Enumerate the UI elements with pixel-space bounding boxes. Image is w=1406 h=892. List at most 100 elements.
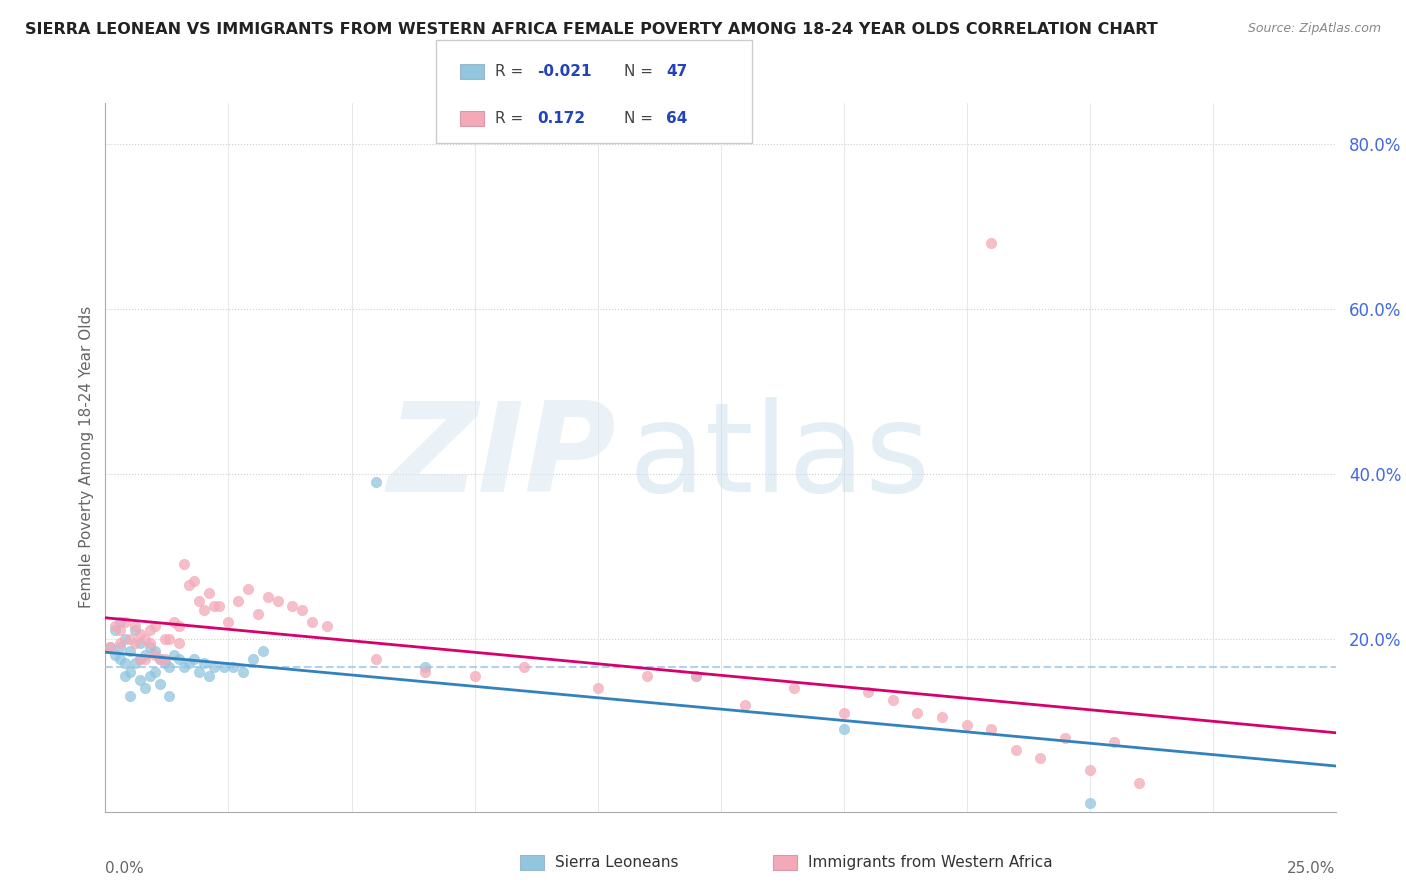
Point <box>169 652 191 666</box>
Text: atlas: atlas <box>628 397 931 517</box>
Point <box>413 660 436 674</box>
Point <box>159 660 180 674</box>
Point <box>134 681 156 695</box>
Point <box>104 648 127 662</box>
Point <box>120 644 141 658</box>
Point <box>247 607 270 621</box>
Point <box>153 632 176 646</box>
Point <box>236 582 259 596</box>
Point <box>413 665 436 679</box>
Point <box>301 615 323 629</box>
Point <box>153 652 176 666</box>
Point <box>586 681 609 695</box>
Point <box>129 673 152 687</box>
Point <box>120 632 141 646</box>
Y-axis label: Female Poverty Among 18-24 Year Olds: Female Poverty Among 18-24 Year Olds <box>79 306 94 608</box>
Point <box>1004 743 1026 757</box>
Text: Source: ZipAtlas.com: Source: ZipAtlas.com <box>1247 22 1381 36</box>
Text: R =: R = <box>495 64 529 78</box>
Text: SIERRA LEONEAN VS IMMIGRANTS FROM WESTERN AFRICA FEMALE POVERTY AMONG 18-24 YEAR: SIERRA LEONEAN VS IMMIGRANTS FROM WESTER… <box>25 22 1159 37</box>
Point <box>685 668 707 682</box>
Point <box>281 599 304 613</box>
Point <box>228 594 250 608</box>
Point <box>464 668 486 682</box>
Point <box>173 660 195 674</box>
Text: 64: 64 <box>666 112 688 126</box>
Point <box>252 644 274 658</box>
Point <box>159 690 180 704</box>
Point <box>129 652 152 666</box>
Point <box>110 640 132 654</box>
Point <box>120 665 141 679</box>
Point <box>153 657 176 671</box>
Point <box>143 648 166 662</box>
Point <box>1078 764 1101 778</box>
Point <box>783 681 806 695</box>
Point <box>1102 734 1125 748</box>
Point <box>163 615 186 629</box>
Point <box>197 668 219 682</box>
Point <box>513 660 536 674</box>
Point <box>149 652 172 666</box>
Point <box>110 615 132 629</box>
Point <box>143 619 166 633</box>
Point <box>120 690 141 704</box>
Point <box>114 615 136 629</box>
Point <box>143 665 166 679</box>
Point <box>291 603 314 617</box>
Point <box>832 723 855 737</box>
Text: N =: N = <box>624 64 658 78</box>
Point <box>193 657 215 671</box>
Text: R =: R = <box>495 112 533 126</box>
Point <box>980 723 1002 737</box>
Text: Sierra Leoneans: Sierra Leoneans <box>555 855 679 870</box>
Point <box>183 574 205 588</box>
Point <box>149 677 172 691</box>
Point <box>202 660 225 674</box>
Point <box>179 578 201 592</box>
Point <box>685 668 707 682</box>
Point <box>110 635 132 649</box>
Point <box>169 635 191 649</box>
Point <box>1029 751 1052 765</box>
Point <box>134 648 156 662</box>
Point <box>98 640 122 654</box>
Point <box>956 718 979 732</box>
Point <box>110 652 132 666</box>
Point <box>134 652 156 666</box>
Point <box>188 594 211 608</box>
Text: N =: N = <box>624 112 658 126</box>
Point <box>114 668 136 682</box>
Point <box>98 640 122 654</box>
Point <box>858 685 880 699</box>
Point <box>134 632 156 646</box>
Point <box>218 615 240 629</box>
Point <box>183 652 205 666</box>
Point <box>104 624 127 638</box>
Point <box>138 624 162 638</box>
Point <box>208 599 231 613</box>
Point <box>129 627 152 641</box>
Point <box>222 660 245 674</box>
Point <box>179 657 201 671</box>
Point <box>114 632 136 646</box>
Text: 47: 47 <box>666 64 688 78</box>
Point <box>267 594 290 608</box>
Point <box>149 652 172 666</box>
Text: Immigrants from Western Africa: Immigrants from Western Africa <box>808 855 1053 870</box>
Point <box>980 235 1002 250</box>
Text: ZIP: ZIP <box>387 397 616 517</box>
Point <box>138 640 162 654</box>
Point <box>104 619 127 633</box>
Point <box>232 665 254 679</box>
Point <box>173 558 195 572</box>
Point <box>202 599 225 613</box>
Point <box>124 624 146 638</box>
Point <box>124 619 146 633</box>
Point <box>143 644 166 658</box>
Point <box>907 706 929 720</box>
Text: 0.172: 0.172 <box>537 112 585 126</box>
Point <box>366 475 388 489</box>
Point <box>366 652 388 666</box>
Point <box>163 648 186 662</box>
